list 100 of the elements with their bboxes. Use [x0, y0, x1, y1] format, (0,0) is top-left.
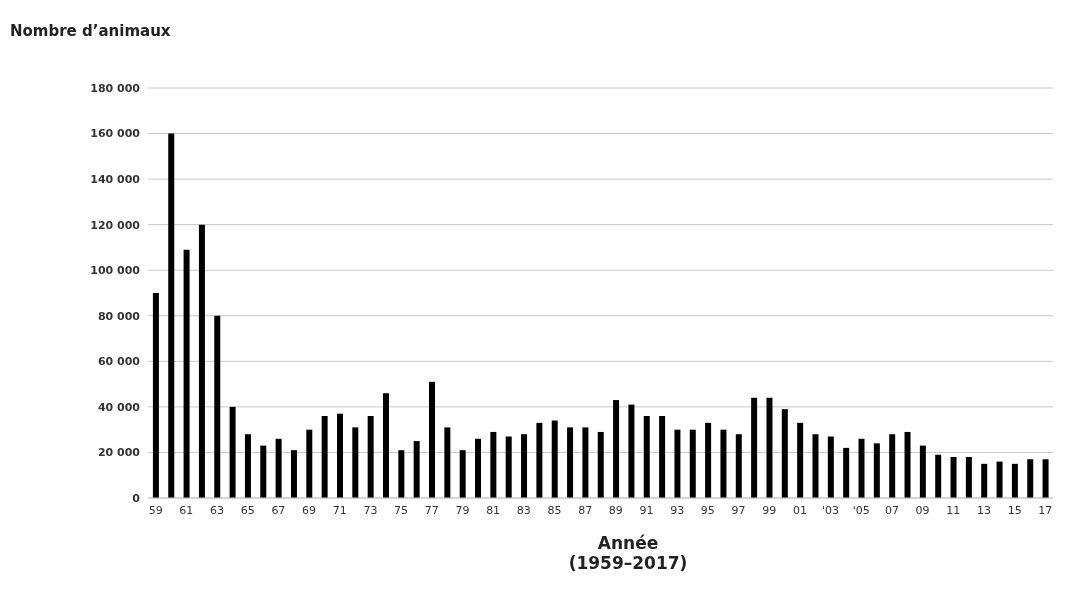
bar [613, 400, 620, 498]
x-tick-label: 91 [639, 503, 654, 517]
bar [996, 461, 1003, 498]
x-tick-label: 99 [762, 503, 777, 517]
x-tick-label: 15 [1007, 503, 1022, 517]
x-tick-label: '05 [852, 503, 870, 517]
x-tick-label: 83 [516, 503, 531, 517]
bar [382, 393, 389, 498]
bar [965, 457, 972, 498]
x-tick-label: 59 [148, 503, 163, 517]
y-tick-label: 0 [132, 491, 141, 505]
bar [582, 427, 589, 498]
y-tick-label: 180 000 [90, 81, 141, 95]
bar [735, 434, 742, 498]
x-tick-label: 97 [731, 503, 746, 517]
bar [536, 422, 543, 498]
bar [1042, 459, 1049, 498]
y-tick-label: 160 000 [90, 127, 141, 141]
x-tick-label: 71 [332, 503, 347, 517]
bar [336, 413, 343, 498]
bar [367, 416, 374, 498]
x-tick-label: 01 [792, 503, 807, 517]
bar [597, 431, 604, 498]
bar [168, 133, 175, 498]
bar [244, 434, 251, 498]
bar [214, 315, 221, 498]
bar [797, 422, 804, 498]
x-tick-label: 81 [486, 503, 501, 517]
y-tick-label: 60 000 [97, 355, 141, 369]
x-tick-label: 87 [578, 503, 593, 517]
bar [919, 445, 926, 498]
x-tick-label: '03 [822, 503, 840, 517]
x-tick-label: 67 [271, 503, 286, 517]
x-tick-label: 09 [915, 503, 930, 517]
x-tick-label: 13 [976, 503, 991, 517]
y-tick-label: 120 000 [90, 218, 141, 232]
y-tick-label: 100 000 [90, 264, 141, 278]
x-tick-label: 79 [455, 503, 470, 517]
bar [444, 427, 451, 498]
bar [674, 429, 681, 498]
bar [183, 249, 190, 498]
chart-title: Nombre d’animaux [9, 21, 172, 40]
bar [1027, 459, 1034, 498]
x-tick-label: 11 [946, 503, 961, 517]
bar [781, 409, 788, 498]
x-tick-label: 93 [670, 503, 685, 517]
x-tick-label: 73 [363, 503, 378, 517]
bar [198, 224, 205, 498]
bar [152, 293, 159, 498]
bar [551, 420, 558, 498]
bar [659, 416, 666, 498]
x-tick-label: 61 [179, 503, 194, 517]
bar [352, 427, 359, 498]
bar [413, 441, 420, 498]
x-tick-label: 77 [424, 503, 439, 517]
bar [766, 397, 773, 498]
bar [398, 450, 405, 498]
y-tick-label: 140 000 [90, 173, 141, 187]
bar [321, 416, 328, 498]
y-tick-label: 80 000 [97, 309, 141, 323]
x-tick-label: 63 [210, 503, 225, 517]
bar [567, 427, 574, 498]
x-tick-label: 75 [394, 503, 409, 517]
x-tick-label: 17 [1038, 503, 1053, 517]
bar [306, 429, 313, 498]
x-tick-label: 07 [884, 503, 899, 517]
y-tick-label: 40 000 [97, 400, 141, 414]
bar [981, 463, 988, 498]
x-axis-title: Année (1959–2017) [567, 533, 689, 573]
bar [705, 422, 712, 498]
bar [873, 443, 880, 498]
bar [490, 431, 497, 498]
bar [229, 406, 236, 498]
bar [628, 404, 635, 498]
y-tick-label: 20 000 [97, 446, 141, 460]
bar [260, 445, 267, 498]
bar [475, 438, 482, 498]
bar [689, 429, 696, 498]
bar [1011, 463, 1018, 498]
bar [751, 397, 758, 498]
x-tick-label: 69 [302, 503, 317, 517]
bar [275, 438, 282, 498]
bar [950, 457, 957, 498]
x-tick-label: 65 [240, 503, 255, 517]
bar [889, 434, 896, 498]
bar [643, 416, 650, 498]
bar [521, 434, 528, 498]
x-tick-label: 89 [608, 503, 623, 517]
bar [858, 438, 865, 498]
x-tick-label: 85 [547, 503, 562, 517]
bar [904, 431, 911, 498]
bar [290, 450, 297, 498]
bar [720, 429, 727, 498]
bar [812, 434, 819, 498]
bar [843, 447, 850, 498]
x-tick-label: 95 [700, 503, 715, 517]
bar [935, 454, 942, 498]
bar [505, 436, 512, 498]
bar [459, 450, 466, 498]
bar [429, 381, 436, 498]
